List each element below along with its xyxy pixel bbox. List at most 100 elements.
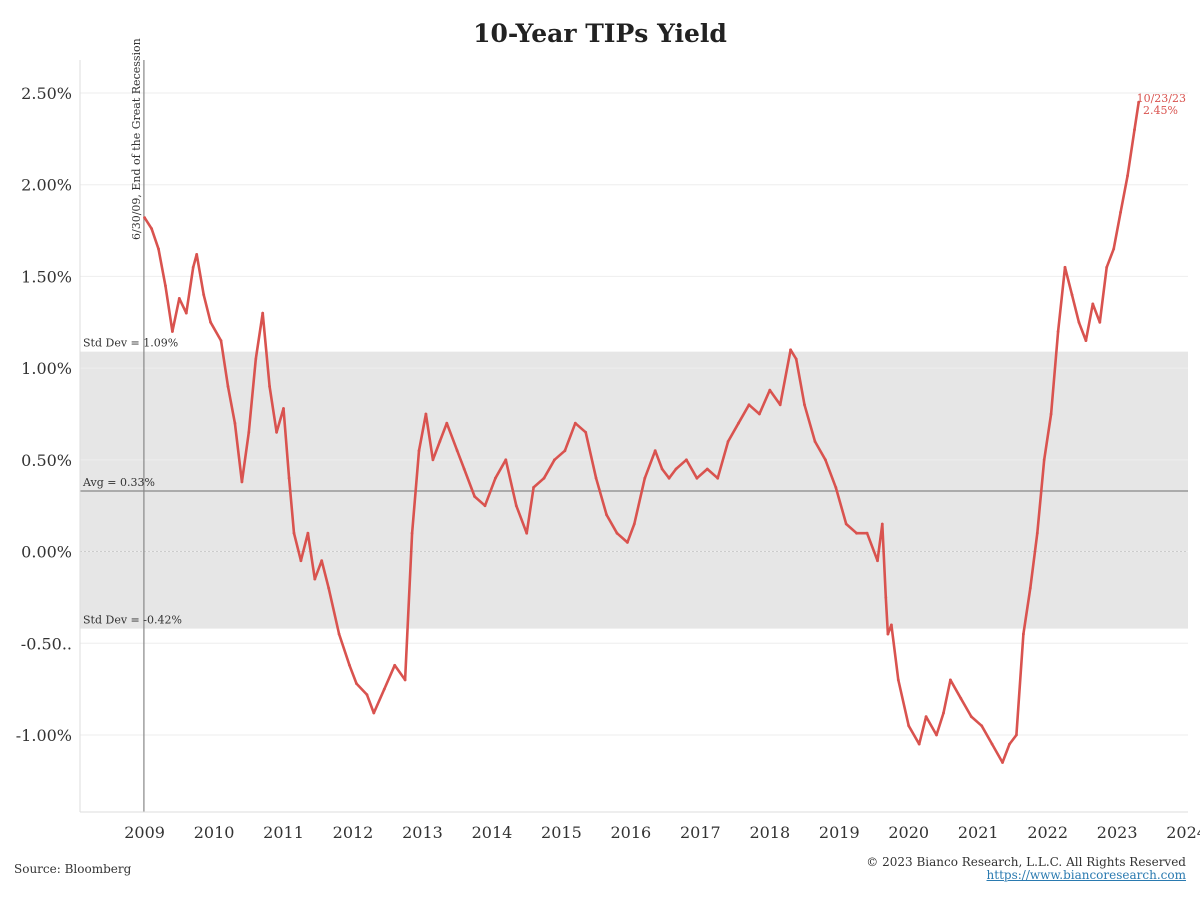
data-point-0 (143, 216, 147, 220)
data-point-40 (438, 440, 442, 443)
data-point-3 (164, 284, 167, 287)
data-point-68 (705, 467, 709, 471)
data-point-6 (184, 311, 188, 315)
data-point-33 (382, 687, 386, 691)
axes (79, 60, 1188, 813)
data-point-52 (553, 458, 556, 462)
data-point-76 (789, 348, 792, 352)
data-point-114 (1091, 302, 1095, 306)
data-point-102 (1008, 742, 1011, 746)
data-point-69 (716, 476, 720, 480)
average-label: Avg = 0.33% (82, 476, 155, 489)
data-point-88 (886, 632, 890, 636)
data-point-39 (431, 458, 435, 462)
data-point-59 (626, 541, 629, 544)
data-point-115 (1098, 320, 1102, 324)
data-point-120 (1133, 128, 1136, 132)
x-tick-label-10: 2019 (819, 823, 860, 842)
data-point-10 (209, 320, 213, 324)
data-point-60 (632, 522, 636, 526)
grid-lines (80, 92, 1188, 736)
data-point-77 (794, 357, 798, 361)
data-point-48 (514, 504, 518, 508)
std-dev-band-rect (80, 351, 1188, 629)
data-point-15 (247, 430, 251, 434)
data-point-58 (615, 531, 619, 535)
series-line-0 (143, 100, 1140, 764)
data-point-11 (219, 339, 223, 342)
x-tick-label-11: 2020 (888, 823, 929, 842)
data-point-24 (306, 531, 310, 535)
website-link[interactable]: https://www.biancoresearch.com (986, 868, 1186, 882)
data-point-19 (275, 430, 278, 434)
data-point-73 (758, 412, 761, 416)
data-point-118 (1119, 210, 1122, 214)
data-point-31 (365, 693, 369, 696)
data-point-50 (532, 486, 535, 489)
data-point-51 (542, 476, 546, 480)
y-tick-label-0: 2.50% (21, 84, 72, 103)
data-point-109 (1056, 330, 1060, 333)
data-point-100 (990, 742, 994, 746)
series-layer (143, 100, 1141, 764)
data-point-111 (1070, 293, 1074, 297)
data-point-78 (803, 403, 806, 407)
x-tick-label-12: 2021 (958, 823, 999, 842)
data-point-64 (667, 476, 671, 480)
data-point-65 (674, 467, 678, 471)
data-point-72 (747, 403, 751, 407)
data-point-90 (896, 678, 900, 682)
reference-lines (80, 60, 1188, 812)
data-point-12 (226, 385, 230, 388)
data-point-103 (1015, 733, 1018, 737)
data-point-63 (660, 467, 664, 471)
std-dev-band (80, 351, 1188, 629)
data-point-29 (348, 663, 351, 667)
data-point-57 (605, 513, 608, 517)
data-point-105 (1028, 586, 1032, 590)
data-point-23 (299, 559, 303, 563)
data-point-117 (1112, 247, 1116, 251)
data-point-21 (287, 476, 291, 480)
data-point-74 (768, 388, 772, 392)
data-point-79 (813, 440, 817, 443)
data-point-66 (685, 458, 688, 462)
x-tick-label-13: 2022 (1027, 823, 1068, 842)
data-point-92 (917, 742, 921, 746)
chart-title: 10-Year TIPs Yield (473, 19, 727, 48)
data-point-43 (462, 467, 466, 471)
data-point-26 (320, 559, 324, 563)
data-point-7 (191, 265, 195, 269)
std-dev-high-label: Std Dev = 1.09% (83, 337, 178, 350)
data-point-95 (942, 711, 945, 715)
last-value-label: 2.45% (1143, 104, 1178, 117)
data-point-16 (254, 357, 258, 361)
website-link-wrap: https://www.biancoresearch.com (987, 868, 1186, 882)
data-point-113 (1084, 339, 1088, 342)
data-point-89 (890, 623, 893, 627)
data-point-110 (1063, 265, 1067, 269)
y-tick-label-2: 1.50% (21, 267, 72, 286)
data-point-101 (1001, 761, 1004, 764)
data-point-75 (778, 403, 782, 407)
data-point-32 (372, 711, 376, 715)
copyright-note: © 2023 Bianco Research, L.L.C. All Right… (866, 855, 1186, 869)
data-point-62 (653, 449, 657, 453)
data-point-47 (504, 458, 508, 462)
data-point-82 (844, 522, 848, 526)
data-point-37 (417, 449, 421, 453)
x-tick-label-2: 2011 (263, 823, 304, 842)
data-point-91 (907, 724, 911, 728)
x-tick-label-8: 2017 (680, 823, 721, 842)
data-point-8 (195, 253, 199, 256)
data-point-112 (1077, 320, 1081, 324)
data-point-53 (563, 449, 567, 453)
data-point-27 (327, 586, 331, 590)
x-tick-label-6: 2015 (541, 823, 582, 842)
data-point-97 (959, 696, 963, 700)
x-axis-ticks: 2009 2010 2011 2012 2013 2014 2015 2016 2017 2018… (124, 823, 1200, 842)
data-point-49 (525, 531, 529, 535)
data-point-20 (282, 407, 285, 410)
data-point-56 (594, 476, 598, 480)
